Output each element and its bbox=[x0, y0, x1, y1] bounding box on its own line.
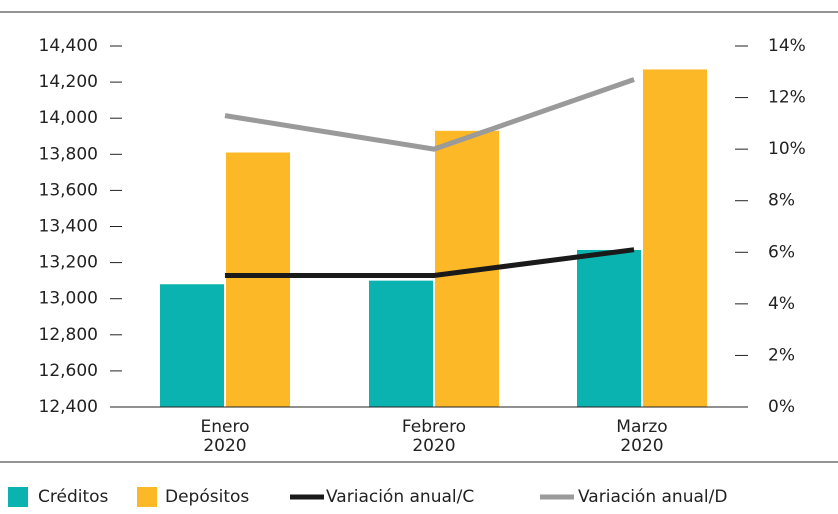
y-tick-label: 12,400 bbox=[39, 397, 98, 417]
x-tick-label: Marzo 2020 bbox=[616, 417, 667, 456]
legend-label: Variación anual/C bbox=[326, 487, 474, 507]
y-tick-label: 14,200 bbox=[39, 72, 98, 92]
y-tick-label: 13,400 bbox=[39, 217, 98, 237]
bar bbox=[643, 69, 707, 407]
y2-tick-label: 6% bbox=[768, 242, 795, 262]
bar bbox=[369, 280, 433, 407]
bar bbox=[160, 284, 224, 407]
y-tick-label: 13,600 bbox=[39, 180, 98, 200]
bar bbox=[577, 249, 641, 407]
bar bbox=[226, 152, 290, 407]
y-tick-label: 13,000 bbox=[39, 289, 98, 309]
y2-tick-label: 8% bbox=[768, 191, 795, 211]
x-tick-label: Febrero 2020 bbox=[402, 417, 466, 456]
y-tick-label: 13,200 bbox=[39, 253, 98, 273]
y2-tick-label: 10% bbox=[768, 139, 806, 159]
y-tick-label: 13,800 bbox=[39, 144, 98, 164]
y-tick-label: 12,800 bbox=[39, 325, 98, 345]
y-tick-label: 12,600 bbox=[39, 361, 98, 381]
y2-tick-label: 2% bbox=[768, 345, 795, 365]
y-tick-label: 14,400 bbox=[39, 36, 98, 56]
y2-tick-label: 14% bbox=[768, 36, 806, 56]
line-series bbox=[225, 247, 635, 278]
y-tick-label: 14,000 bbox=[39, 108, 98, 128]
legend-swatch bbox=[8, 487, 28, 507]
line-series bbox=[224, 77, 635, 152]
x-tick-label: Enero 2020 bbox=[201, 417, 250, 456]
legend-label: Depósitos bbox=[165, 487, 249, 507]
y2-tick-label: 4% bbox=[768, 294, 795, 314]
legend-label: Variación anual/D bbox=[578, 487, 727, 507]
legend-label: Créditos bbox=[38, 487, 109, 507]
y2-tick-label: 12% bbox=[768, 88, 806, 108]
y2-tick-label: 0% bbox=[768, 397, 795, 417]
legend-swatch bbox=[137, 487, 157, 507]
